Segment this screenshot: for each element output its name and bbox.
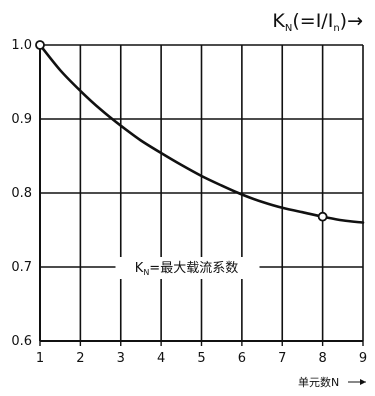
annotation: KN=最大载流系数 <box>115 257 260 279</box>
x-axis-arrow-head <box>360 379 366 385</box>
series-line-0 <box>38 43 365 224</box>
curve-label-rest: =最大载流系数 <box>149 261 238 276</box>
y-tick-label: 0.9 <box>11 112 32 127</box>
tick-labels: 1 2 3 4 5 6 7 8 9 1.0 0.9 0.8 0.7 0.6 <box>11 38 367 366</box>
chart-title-part: n <box>333 23 339 34</box>
curve-label: KN=最大载流系数 <box>135 261 238 277</box>
x-tick-label: 3 <box>117 351 125 366</box>
axes <box>39 45 364 346</box>
x-tick-label: 4 <box>157 351 165 366</box>
chart-title-part: )→ <box>340 10 363 32</box>
chart-title-text: KN(=I/In)→ <box>272 10 363 34</box>
x-tick-label: 6 <box>238 351 246 366</box>
markers <box>35 40 328 222</box>
curve-label-k: K <box>135 261 144 276</box>
x-axis-label: 单元数N <box>298 376 366 389</box>
x-tick-label: 5 <box>197 351 205 366</box>
curve <box>38 43 365 224</box>
y-tick-label: 0.6 <box>11 334 32 349</box>
y-tick-label: 1.0 <box>11 38 32 53</box>
chart-title: KN(=I/In)→ <box>272 10 363 34</box>
x-tick-label: 9 <box>359 351 367 366</box>
curve-label-sub: N <box>143 268 149 277</box>
x-axis-label-text: 单元数N <box>298 376 339 389</box>
data-point-marker-1 <box>317 211 328 222</box>
y-tick-label: 0.8 <box>11 186 32 201</box>
x-tick-label: 2 <box>76 351 84 366</box>
data-point-marker-0 <box>35 40 45 50</box>
chart-title-part: K <box>272 10 285 32</box>
x-tick-label: 1 <box>36 351 44 366</box>
x-tick-label: 8 <box>318 351 326 366</box>
chart-title-part: N <box>285 23 292 34</box>
y-tick-label: 0.7 <box>11 260 32 275</box>
x-tick-label: 7 <box>278 351 286 366</box>
annotation-background <box>115 257 260 279</box>
grid <box>40 44 364 341</box>
chart-title-part: (=I/I <box>292 10 333 32</box>
